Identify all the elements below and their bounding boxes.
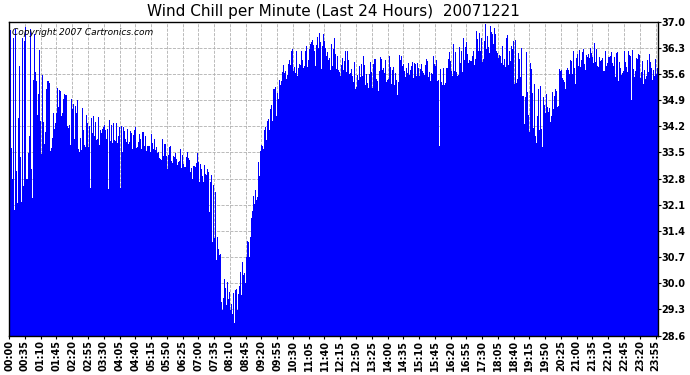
Title: Wind Chill per Minute (Last 24 Hours)  20071221: Wind Chill per Minute (Last 24 Hours) 20… (147, 4, 520, 19)
Text: Copyright 2007 Cartronics.com: Copyright 2007 Cartronics.com (12, 28, 153, 37)
